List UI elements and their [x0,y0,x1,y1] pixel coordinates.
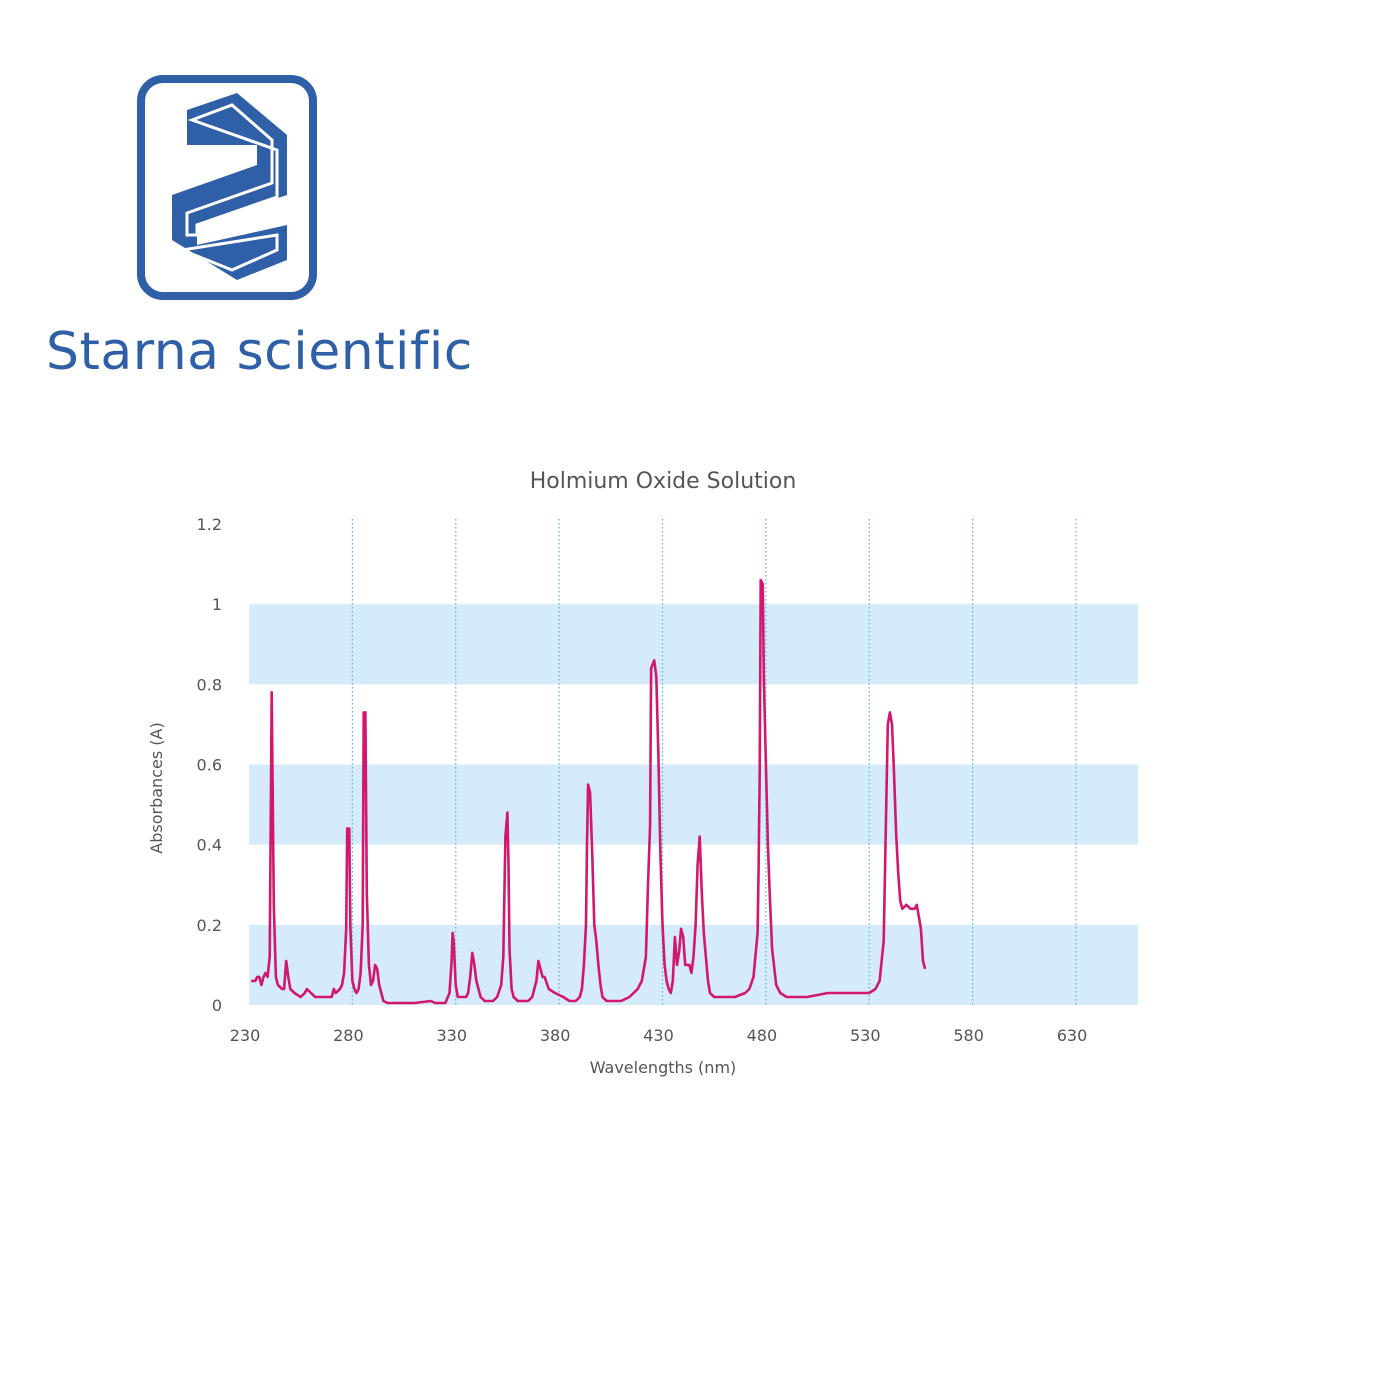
chart-band-2 [249,604,1138,685]
x-tick-label: 430 [643,1026,674,1045]
x-tick-label: 630 [1057,1026,1088,1045]
y-tick-label: 1.2 [197,515,222,534]
y-tick-label: 1 [212,595,222,614]
absorbance-series-line [251,578,927,1005]
y-tick-label: 0.2 [197,916,222,935]
y-tick-label: 0.8 [197,675,222,694]
x-tick-label: 480 [747,1026,778,1045]
y-tick-label: 0.6 [197,756,222,775]
y-tick-label: 0 [212,996,222,1015]
chart-vertical-gridlines [351,519,1077,1005]
starna-logo [137,75,317,300]
y-tick-label: 0.4 [197,836,222,855]
x-tick-label: 580 [953,1026,984,1045]
x-axis-label: Wavelengths (nm) [590,1058,737,1077]
x-tick-label: 530 [850,1026,881,1045]
x-tick-label: 330 [436,1026,467,1045]
x-tick-label: 380 [540,1026,571,1045]
chart-y-ticks: 0 0.2 0.4 0.6 0.8 1 1.2 [197,515,222,1015]
x-tick-label: 230 [230,1026,261,1045]
brand-name-bold: Starna [46,322,220,382]
brand-name: Starna scientific [46,322,473,382]
chart-band-1 [249,764,1138,845]
y-axis-label: Absorbances (A) [147,722,166,853]
starna-s-logo-icon [137,75,317,300]
x-tick-label: 280 [333,1026,364,1045]
chart-series [251,578,927,1005]
chart-x-ticks: 230 280 330 380 430 480 530 580 630 [230,1026,1088,1045]
brand-name-rest: scientific [219,322,473,382]
chart-title: Holmium Oxide Solution [530,469,797,494]
